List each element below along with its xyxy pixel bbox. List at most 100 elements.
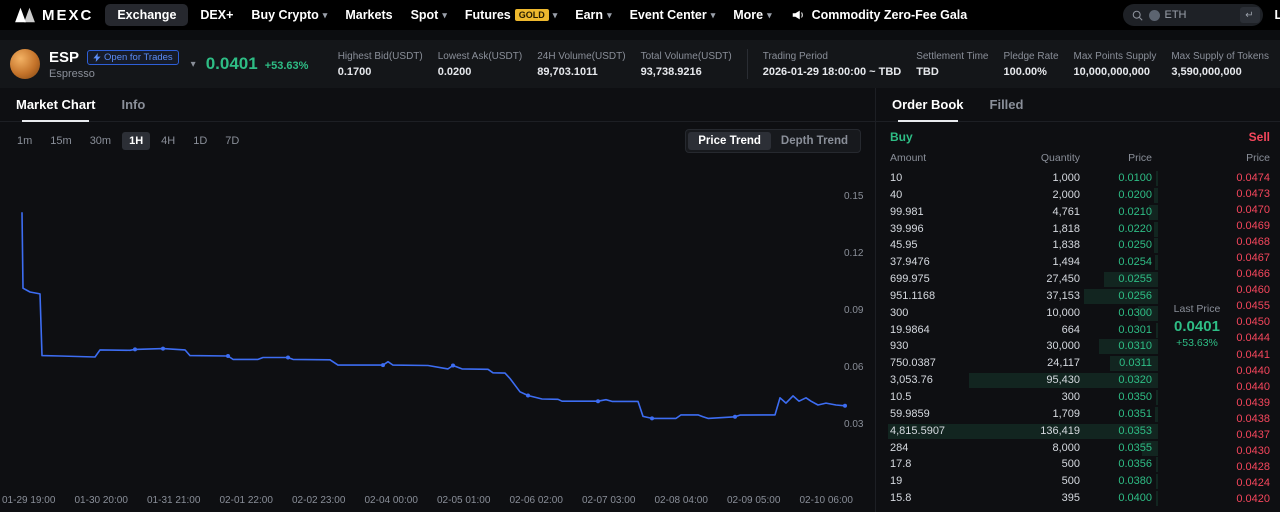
- sell-order-row[interactable]: 0.0441: [876, 347, 1280, 363]
- x-tick-label: 02-01 22:00: [219, 495, 273, 506]
- tab-market-chart[interactable]: Market Chart: [16, 88, 95, 122]
- enter-key-icon: ↵: [1239, 7, 1260, 23]
- buy-order-row[interactable]: 59.9859 1,709 0.0351: [876, 406, 1280, 423]
- sell-order-row[interactable]: 0.0438: [876, 411, 1280, 427]
- buy-order-row[interactable]: 10.5 300 0.0350: [876, 389, 1280, 406]
- buy-order-row[interactable]: 699.975 27,450 0.0255: [876, 271, 1280, 288]
- sell-order-row[interactable]: 0.0469: [876, 218, 1280, 234]
- nav-item-futures[interactable]: Futures GOLD ▾: [456, 8, 566, 22]
- buy-order-row[interactable]: 930 30,000 0.0310: [876, 338, 1280, 355]
- nav-item-buy-crypto[interactable]: Buy Crypto ▾: [242, 8, 336, 22]
- timeframe-15m[interactable]: 15m: [50, 135, 72, 147]
- sell-order-row[interactable]: 0.0468: [876, 234, 1280, 250]
- sell-order-row[interactable]: 0.0455: [876, 298, 1280, 314]
- sell-order-row[interactable]: 0.0420: [876, 491, 1280, 507]
- stat-label: Settlement Time: [916, 50, 989, 62]
- buy-order-row[interactable]: 99.981 4,761 0.0210: [876, 204, 1280, 221]
- login-link[interactable]: Log In: [1274, 8, 1280, 22]
- sell-order-price: 0.0467: [1236, 252, 1270, 265]
- depth-bar: [969, 373, 1158, 389]
- order-price: 0.0254: [1118, 256, 1152, 269]
- nav-item-more[interactable]: More ▾: [724, 8, 780, 22]
- depth-bar: [1156, 457, 1158, 473]
- sell-order-row[interactable]: 0.0466: [876, 266, 1280, 282]
- nav-item-label: Spot: [410, 8, 439, 22]
- order-amount: 40: [890, 188, 903, 201]
- nav-item-spot[interactable]: Spot ▾: [402, 8, 456, 22]
- nav-item-earn[interactable]: Earn ▾: [566, 8, 620, 22]
- sell-order-price: 0.0438: [1236, 412, 1270, 425]
- buy-order-row[interactable]: 40 2,000 0.0200: [876, 187, 1280, 204]
- sell-order-row[interactable]: 0.0440: [876, 379, 1280, 395]
- mexc-logo[interactable]: MEXC: [14, 6, 93, 24]
- buy-order-row[interactable]: 19.9864 664 0.0301: [876, 322, 1280, 339]
- order-price: 0.0353: [1118, 424, 1152, 437]
- buy-order-row[interactable]: 3,053.76 95,430 0.0320: [876, 372, 1280, 389]
- sell-order-row[interactable]: 0.0440: [876, 363, 1280, 379]
- sell-order-row[interactable]: 0.0430: [876, 443, 1280, 459]
- sell-order-row[interactable]: 0.0460: [876, 282, 1280, 298]
- search-input[interactable]: ETH ↵: [1122, 4, 1263, 26]
- depth-trend-button[interactable]: Depth Trend: [780, 135, 848, 147]
- buy-order-row[interactable]: 951.1168 37,153 0.0256: [876, 288, 1280, 305]
- nav-item-markets[interactable]: Markets: [336, 8, 401, 22]
- buy-order-row[interactable]: 4,815.5907 136,419 0.0353: [876, 423, 1280, 440]
- nav-item-event-center[interactable]: Event Center ▾: [621, 8, 725, 22]
- announcement-banner[interactable]: Commodity Zero-Fee Gala: [791, 8, 967, 22]
- timeframe-30m[interactable]: 30m: [89, 135, 112, 147]
- top-nav: MEXC Exchange DEX+ Buy Crypto ▾ Markets Spot ▾…: [0, 0, 1280, 30]
- sell-order-row[interactable]: 0.0437: [876, 427, 1280, 443]
- timeframe-7d[interactable]: 7D: [225, 135, 240, 147]
- order-amount: 39.996: [890, 222, 924, 235]
- price-change: +53.63%: [264, 60, 309, 72]
- order-amount: 10.5: [890, 390, 912, 403]
- order-price: 0.0320: [1118, 374, 1152, 387]
- depth-bar: [1142, 440, 1158, 456]
- order-price: 0.0256: [1118, 289, 1152, 302]
- sell-order-row[interactable]: 0.0467: [876, 250, 1280, 266]
- buy-order-row[interactable]: 39.996 1,818 0.0220: [876, 221, 1280, 238]
- tab-order-book[interactable]: Order Book: [892, 88, 964, 122]
- sell-order-row[interactable]: 0.0444: [876, 330, 1280, 346]
- buy-order-row[interactable]: 10 1,000 0.0100: [876, 170, 1280, 187]
- order-amount: 59.9859: [890, 407, 930, 420]
- sell-order-row[interactable]: 0.0473: [876, 186, 1280, 202]
- sell-order-row[interactable]: 0.0470: [876, 202, 1280, 218]
- trend-toggle: Price Trend Depth Trend: [685, 129, 861, 153]
- order-amount: 284: [890, 441, 909, 454]
- sell-order-price: 0.0437: [1236, 428, 1270, 441]
- nav-item-exchange[interactable]: Exchange: [105, 4, 189, 26]
- token-dropdown-icon[interactable]: ▾: [190, 58, 196, 70]
- buy-order-row[interactable]: 45.95 1,838 0.0250: [876, 237, 1280, 254]
- price-trend-chart: [21, 212, 847, 421]
- buy-order-row[interactable]: 750.0387 24,117 0.0311: [876, 355, 1280, 372]
- sell-order-row[interactable]: 0.0450: [876, 314, 1280, 330]
- sell-order-row[interactable]: 0.0428: [876, 459, 1280, 475]
- buy-order-row[interactable]: 15.8 395 0.0400: [876, 490, 1280, 507]
- order-amount: 19.9864: [890, 323, 930, 336]
- timeframe-1h[interactable]: 1H: [122, 132, 151, 150]
- tab-info[interactable]: Info: [121, 97, 146, 112]
- buy-order-row[interactable]: 284 8,000 0.0355: [876, 440, 1280, 457]
- sell-order-row[interactable]: 0.0424: [876, 475, 1280, 491]
- price-trend-button[interactable]: Price Trend: [688, 132, 771, 150]
- buy-order-row[interactable]: 19 500 0.0380: [876, 473, 1280, 490]
- tab-filled[interactable]: Filled: [989, 97, 1024, 112]
- buy-order-row[interactable]: 37.9476 1,494 0.0254: [876, 254, 1280, 271]
- buy-order-row[interactable]: 300 10,000 0.0300: [876, 305, 1280, 322]
- chevron-down-icon: ▾: [552, 9, 558, 20]
- nav-item-label: Markets: [345, 8, 393, 22]
- nav-item-dex[interactable]: DEX+: [191, 8, 242, 22]
- depth-bar: [1154, 221, 1158, 237]
- sell-order-row[interactable]: 0.0439: [876, 395, 1280, 411]
- sell-order-price: 0.0470: [1236, 204, 1270, 217]
- order-amount: 99.981: [890, 205, 924, 218]
- gold-badge: GOLD: [514, 9, 549, 21]
- timeframe-1d[interactable]: 1D: [193, 135, 208, 147]
- order-price: 0.0351: [1118, 407, 1152, 420]
- buy-order-row[interactable]: 17.8 500 0.0356: [876, 456, 1280, 473]
- timeframe-1m[interactable]: 1m: [17, 135, 33, 147]
- sell-order-price: 0.0430: [1236, 444, 1270, 457]
- timeframe-4h[interactable]: 4H: [161, 135, 176, 147]
- sell-order-row[interactable]: 0.0474: [876, 170, 1280, 186]
